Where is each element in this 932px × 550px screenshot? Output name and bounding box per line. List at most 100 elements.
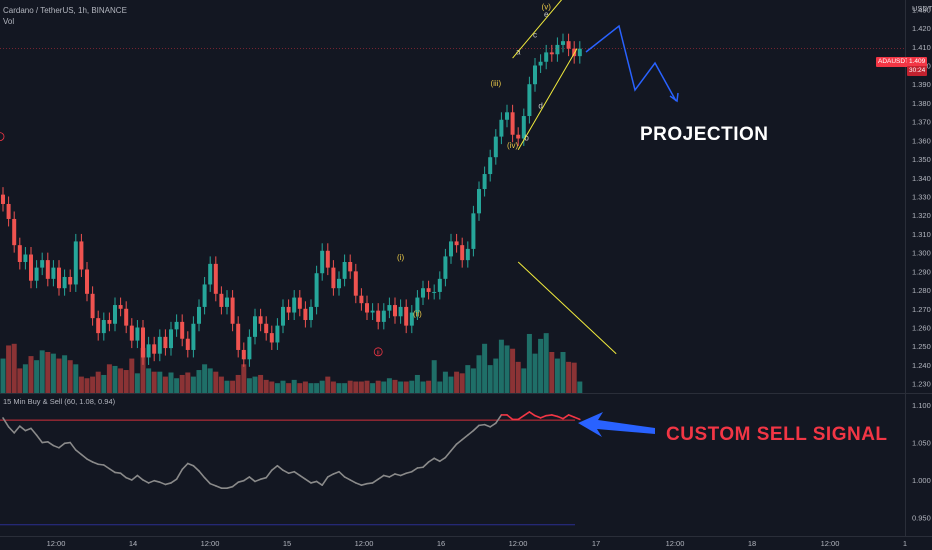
candle-body — [124, 308, 129, 326]
candle-body — [247, 336, 252, 360]
candle-body — [381, 310, 386, 322]
candle-body — [426, 288, 431, 292]
volume-legend[interactable]: Vol — [3, 17, 15, 26]
candle-body — [29, 254, 33, 281]
candle-body — [157, 336, 162, 354]
indicator-line-segment — [147, 479, 155, 484]
candle-body — [34, 267, 39, 281]
indicator-line-segment — [304, 478, 312, 484]
volume-bar — [246, 378, 252, 393]
indicator-line-segment — [63, 441, 71, 445]
symbol-legend[interactable]: Cardano / TetherUS, 1h, BINANCE — [3, 6, 127, 15]
candle-body — [107, 320, 112, 324]
indicator-line-segment — [282, 469, 290, 475]
time-tick-label: 12:00 — [666, 539, 685, 548]
volume-bar — [34, 360, 40, 393]
candle-body — [449, 241, 453, 257]
time-axis[interactable]: 12:00 14 12:00 15 12:00 16 12:00 17 12:00 18 12:00… — [47, 539, 907, 548]
indicator-line-segment — [35, 434, 44, 444]
candle-body — [163, 336, 168, 349]
indicator-tick-label: 1.100 — [912, 401, 931, 410]
price-badge-value: 1.409 — [907, 57, 928, 67]
candle-body — [499, 119, 504, 137]
indicator-line-segment — [287, 470, 296, 475]
indicator-line-segment — [270, 464, 279, 472]
indicator-line-segment — [52, 444, 60, 449]
volume-bar — [269, 381, 275, 393]
candle-body — [219, 293, 224, 307]
candle-body — [96, 318, 101, 334]
indicator-line-segment — [142, 479, 150, 484]
indicator-line-segment — [159, 481, 167, 486]
volume-bar — [95, 371, 101, 393]
candle-body — [174, 321, 179, 330]
indicator-line-segment — [265, 469, 273, 479]
candle-body — [297, 297, 302, 309]
indicator-line-segment — [215, 485, 223, 489]
candle-body — [129, 325, 134, 341]
indicator-tick-label: 0.950 — [912, 513, 931, 522]
volume-bars — [0, 333, 583, 393]
indicator-line-segment — [254, 478, 262, 483]
candle-body — [23, 254, 28, 262]
wave-label-d: d — [538, 102, 542, 111]
indicator-line-segment — [478, 423, 486, 427]
indicator-line-segment — [7, 426, 15, 434]
candle-body — [353, 271, 358, 296]
candle-body — [309, 306, 313, 321]
candle-body — [398, 306, 403, 317]
volume-bar — [325, 376, 331, 393]
volume-bar — [297, 383, 303, 393]
volume-bar — [101, 374, 107, 393]
candle-body — [141, 327, 145, 358]
volume-bar — [308, 383, 314, 393]
candle-body — [197, 306, 201, 324]
indicator-line-segment — [366, 482, 374, 485]
volume-bar — [50, 353, 56, 393]
volume-bar — [62, 355, 68, 393]
volume-bar — [56, 358, 62, 393]
volume-bar — [224, 380, 230, 393]
price-badge-countdown: 30:24 — [907, 66, 928, 76]
projection-trend-line — [517, 261, 617, 355]
price-tick-label: 1.380 — [912, 99, 931, 108]
price-tick-label: 1.410 — [912, 43, 931, 52]
volume-bar — [0, 358, 6, 393]
candle-body — [51, 267, 56, 279]
price-tick-label: 1.250 — [912, 342, 931, 351]
indicator-line-segment — [573, 416, 581, 421]
candle-body — [527, 84, 532, 117]
candle-body — [342, 262, 347, 279]
candle-body — [202, 284, 207, 307]
volume-bar — [549, 352, 555, 393]
indicator-line-segment — [455, 438, 464, 445]
volume-bar — [358, 381, 364, 393]
price-badge-symbol: ADAUSDT — [878, 58, 910, 65]
indicator-line-segment — [75, 449, 83, 456]
sell-signal-label: CUSTOM SELL SIGNAL — [666, 424, 888, 445]
volume-bar — [476, 355, 482, 393]
volume-bar — [78, 376, 84, 393]
candle-body — [85, 269, 89, 294]
indicator-line-segment — [388, 473, 396, 478]
indicator-line-segment — [534, 414, 542, 419]
volume-bar — [375, 380, 381, 393]
indicator-line-segment — [416, 466, 424, 469]
indicator-line-segment — [103, 464, 111, 470]
candle-body — [471, 213, 476, 249]
candle-body — [286, 306, 291, 313]
indicator-line-segment — [310, 480, 318, 484]
indicator-legend[interactable]: 15 Min Buy & Sell (60, 1.08, 0.94) — [3, 397, 116, 406]
indicator-line-segment — [382, 474, 391, 478]
volume-bar — [28, 356, 34, 393]
volume-bar — [336, 383, 342, 393]
price-tick-label: 1.300 — [912, 249, 931, 258]
indicator-line-segment — [562, 414, 570, 420]
candle-body — [191, 323, 196, 350]
indicator-line-segment — [466, 429, 475, 436]
left-edge-marker — [0, 132, 5, 142]
candle-body — [421, 288, 425, 298]
candle-body — [73, 241, 78, 285]
